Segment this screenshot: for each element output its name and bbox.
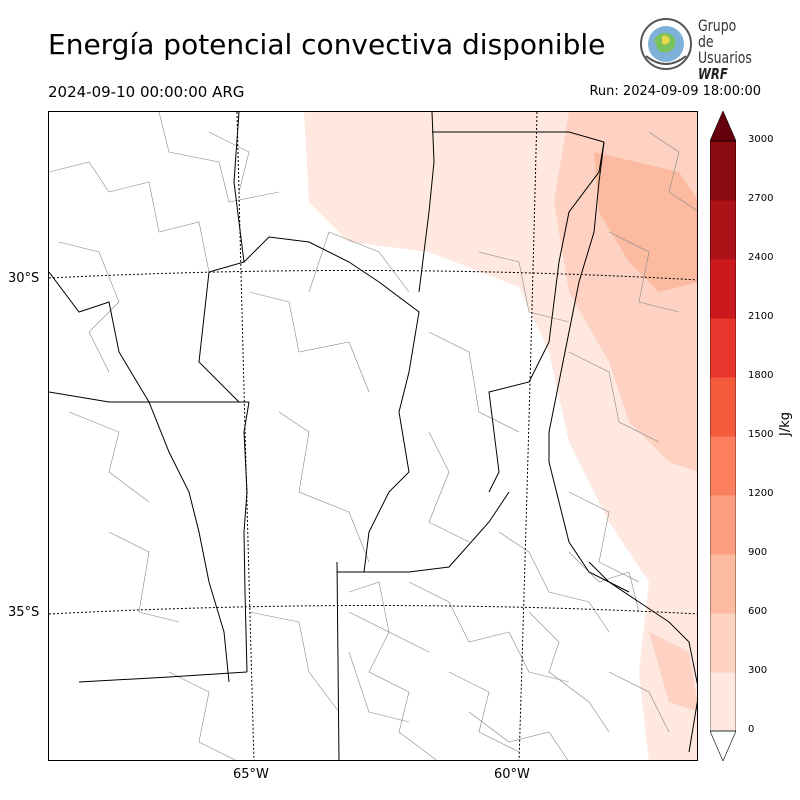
map-canvas xyxy=(49,112,697,760)
border-center-2 xyxy=(243,236,420,573)
lat-label-35s: 35°S xyxy=(8,605,40,620)
graticule xyxy=(49,112,697,760)
colorbar-bin xyxy=(710,377,736,437)
colorbar-bin xyxy=(710,495,736,555)
colorbar-tick-label: 0 xyxy=(748,724,755,735)
border-east-4 xyxy=(336,561,340,760)
border-center-3 xyxy=(337,491,510,573)
lat-label-30s: 30°S xyxy=(8,271,40,286)
colorbar-unit: J/kg xyxy=(778,412,793,436)
colorbar-bin xyxy=(710,318,736,378)
colorbar-bin xyxy=(710,672,736,732)
lat-35S-line xyxy=(49,605,697,615)
colorbar-tick-label: 2700 xyxy=(748,193,774,204)
river-parana xyxy=(548,141,630,593)
border-west-3 xyxy=(78,671,248,683)
run-time: Run: 2024-09-09 18:00:00 xyxy=(589,84,761,99)
logo-line-3: WRF xyxy=(698,65,728,83)
border-west-2 xyxy=(243,401,250,673)
colorbar-tick-label: 2100 xyxy=(748,311,774,322)
logo-line-2: Usuarios xyxy=(698,48,752,67)
colorbar xyxy=(710,111,736,761)
colorbar-tick-label: 1200 xyxy=(748,488,774,499)
lat-30S-line xyxy=(49,269,697,281)
border-east-2 xyxy=(432,131,605,143)
colorbar-bin xyxy=(710,259,736,319)
lon-60W-line xyxy=(518,112,538,760)
lon-label-60w: 60°W xyxy=(494,767,530,782)
colorbar-bin xyxy=(710,613,736,673)
valid-time: 2024-09-10 00:00:00 ARG xyxy=(48,83,245,101)
coast-rio-de-la-plata xyxy=(588,561,697,753)
border-east-1 xyxy=(418,112,435,293)
colorbar-bin xyxy=(710,554,736,614)
cape-shading xyxy=(304,112,697,760)
colorbar-top-arrow xyxy=(710,111,736,142)
colorbar-tick-label: 300 xyxy=(748,665,768,676)
colorbar-tick-label: 900 xyxy=(748,547,768,558)
cape-field-fringe xyxy=(649,632,697,712)
colorbar-tick-label: 2400 xyxy=(748,252,774,263)
colorbar-bin xyxy=(710,141,736,201)
globe-logo-icon xyxy=(640,18,692,70)
department-boundaries xyxy=(49,112,697,760)
border-east-3 xyxy=(488,141,605,493)
colorbar-bin xyxy=(710,436,736,496)
colorbar-bin xyxy=(710,200,736,260)
map-panel xyxy=(48,111,698,761)
lon-65W-line xyxy=(236,112,255,760)
colorbar-tick-label: 3000 xyxy=(748,134,774,145)
border-chile-argentina xyxy=(49,271,230,683)
wrf-users-logo: Grupo de Usuarios WRF xyxy=(638,16,758,82)
province-boundaries xyxy=(49,112,697,760)
border-center-1 xyxy=(198,112,245,403)
lon-label-65w: 65°W xyxy=(233,767,269,782)
border-west-1 xyxy=(49,391,249,403)
colorbar-tick-label: 1800 xyxy=(748,370,774,381)
colorbar-bottom-arrow xyxy=(710,730,736,761)
colorbar-tick-label: 1500 xyxy=(748,429,774,440)
logo-line-1: Grupo de xyxy=(698,16,737,51)
cape-field-600-900 xyxy=(594,152,697,292)
colorbar-tick-label: 600 xyxy=(748,606,768,617)
colorbar-bins xyxy=(710,141,736,732)
map-title: Energía potencial convectiva disponible xyxy=(48,28,606,61)
